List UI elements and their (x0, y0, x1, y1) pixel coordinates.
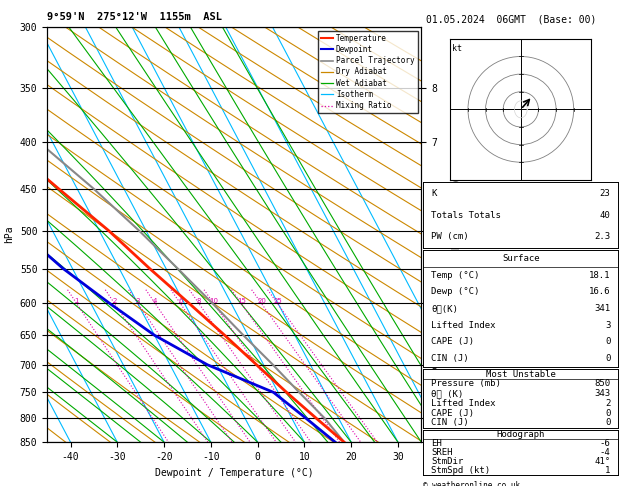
Legend: Temperature, Dewpoint, Parcel Trajectory, Dry Adiabat, Wet Adiabat, Isotherm, Mi: Temperature, Dewpoint, Parcel Trajectory… (318, 31, 418, 113)
Text: 16.6: 16.6 (589, 287, 611, 296)
Text: © weatheronline.co.uk: © weatheronline.co.uk (423, 481, 520, 486)
Text: Temp (°C): Temp (°C) (431, 271, 479, 280)
Text: 01.05.2024  06GMT  (Base: 00): 01.05.2024 06GMT (Base: 00) (426, 15, 596, 25)
Text: CIN (J): CIN (J) (431, 354, 469, 363)
Text: kt: kt (452, 44, 462, 53)
Text: 41°: 41° (594, 457, 611, 466)
Text: Totals Totals: Totals Totals (431, 210, 501, 220)
Text: 40: 40 (600, 210, 611, 220)
Text: -6: -6 (600, 439, 611, 448)
Text: CAPE (J): CAPE (J) (431, 409, 474, 417)
Text: 1: 1 (605, 466, 611, 475)
X-axis label: Dewpoint / Temperature (°C): Dewpoint / Temperature (°C) (155, 468, 314, 478)
Text: 0: 0 (605, 418, 611, 427)
Text: CAPE (J): CAPE (J) (431, 337, 474, 347)
Text: 4: 4 (153, 297, 157, 304)
Text: 8: 8 (197, 297, 201, 304)
Text: 18.1: 18.1 (589, 271, 611, 280)
Text: 23: 23 (600, 189, 611, 198)
Text: SREH: SREH (431, 448, 453, 457)
Text: StmSpd (kt): StmSpd (kt) (431, 466, 490, 475)
Text: 3: 3 (605, 321, 611, 330)
Text: θᴇ(K): θᴇ(K) (431, 304, 458, 313)
Text: PW (cm): PW (cm) (431, 232, 469, 242)
Text: Hodograph: Hodograph (497, 430, 545, 439)
Text: 2.3: 2.3 (594, 232, 611, 242)
Text: 850: 850 (594, 380, 611, 388)
Text: 15: 15 (237, 297, 246, 304)
Text: K: K (431, 189, 437, 198)
Text: Pressure (mb): Pressure (mb) (431, 380, 501, 388)
Y-axis label: Mixing Ratio (g/kg): Mixing Ratio (g/kg) (452, 179, 462, 290)
Text: 25: 25 (273, 297, 282, 304)
Text: 3: 3 (136, 297, 140, 304)
Text: 0: 0 (605, 354, 611, 363)
Text: 343: 343 (594, 389, 611, 398)
Text: θᴇ (K): θᴇ (K) (431, 389, 464, 398)
Text: 2: 2 (113, 297, 117, 304)
Text: 1: 1 (74, 297, 79, 304)
Text: Surface: Surface (502, 254, 540, 263)
Y-axis label: hPa: hPa (4, 226, 14, 243)
Text: 0: 0 (605, 409, 611, 417)
Text: 2: 2 (605, 399, 611, 408)
Text: 341: 341 (594, 304, 611, 313)
Text: Lifted Index: Lifted Index (431, 321, 496, 330)
Text: 6: 6 (178, 297, 183, 304)
Text: CIN (J): CIN (J) (431, 418, 469, 427)
Text: StmDir: StmDir (431, 457, 464, 466)
Text: Dewp (°C): Dewp (°C) (431, 287, 479, 296)
Text: 0: 0 (605, 337, 611, 347)
Text: EH: EH (431, 439, 442, 448)
Text: -4: -4 (600, 448, 611, 457)
Text: 20: 20 (257, 297, 266, 304)
Text: Most Unstable: Most Unstable (486, 370, 556, 379)
Text: Lifted Index: Lifted Index (431, 399, 496, 408)
Text: 9°59'N  275°12'W  1155m  ASL: 9°59'N 275°12'W 1155m ASL (47, 12, 222, 22)
Text: 10: 10 (209, 297, 218, 304)
